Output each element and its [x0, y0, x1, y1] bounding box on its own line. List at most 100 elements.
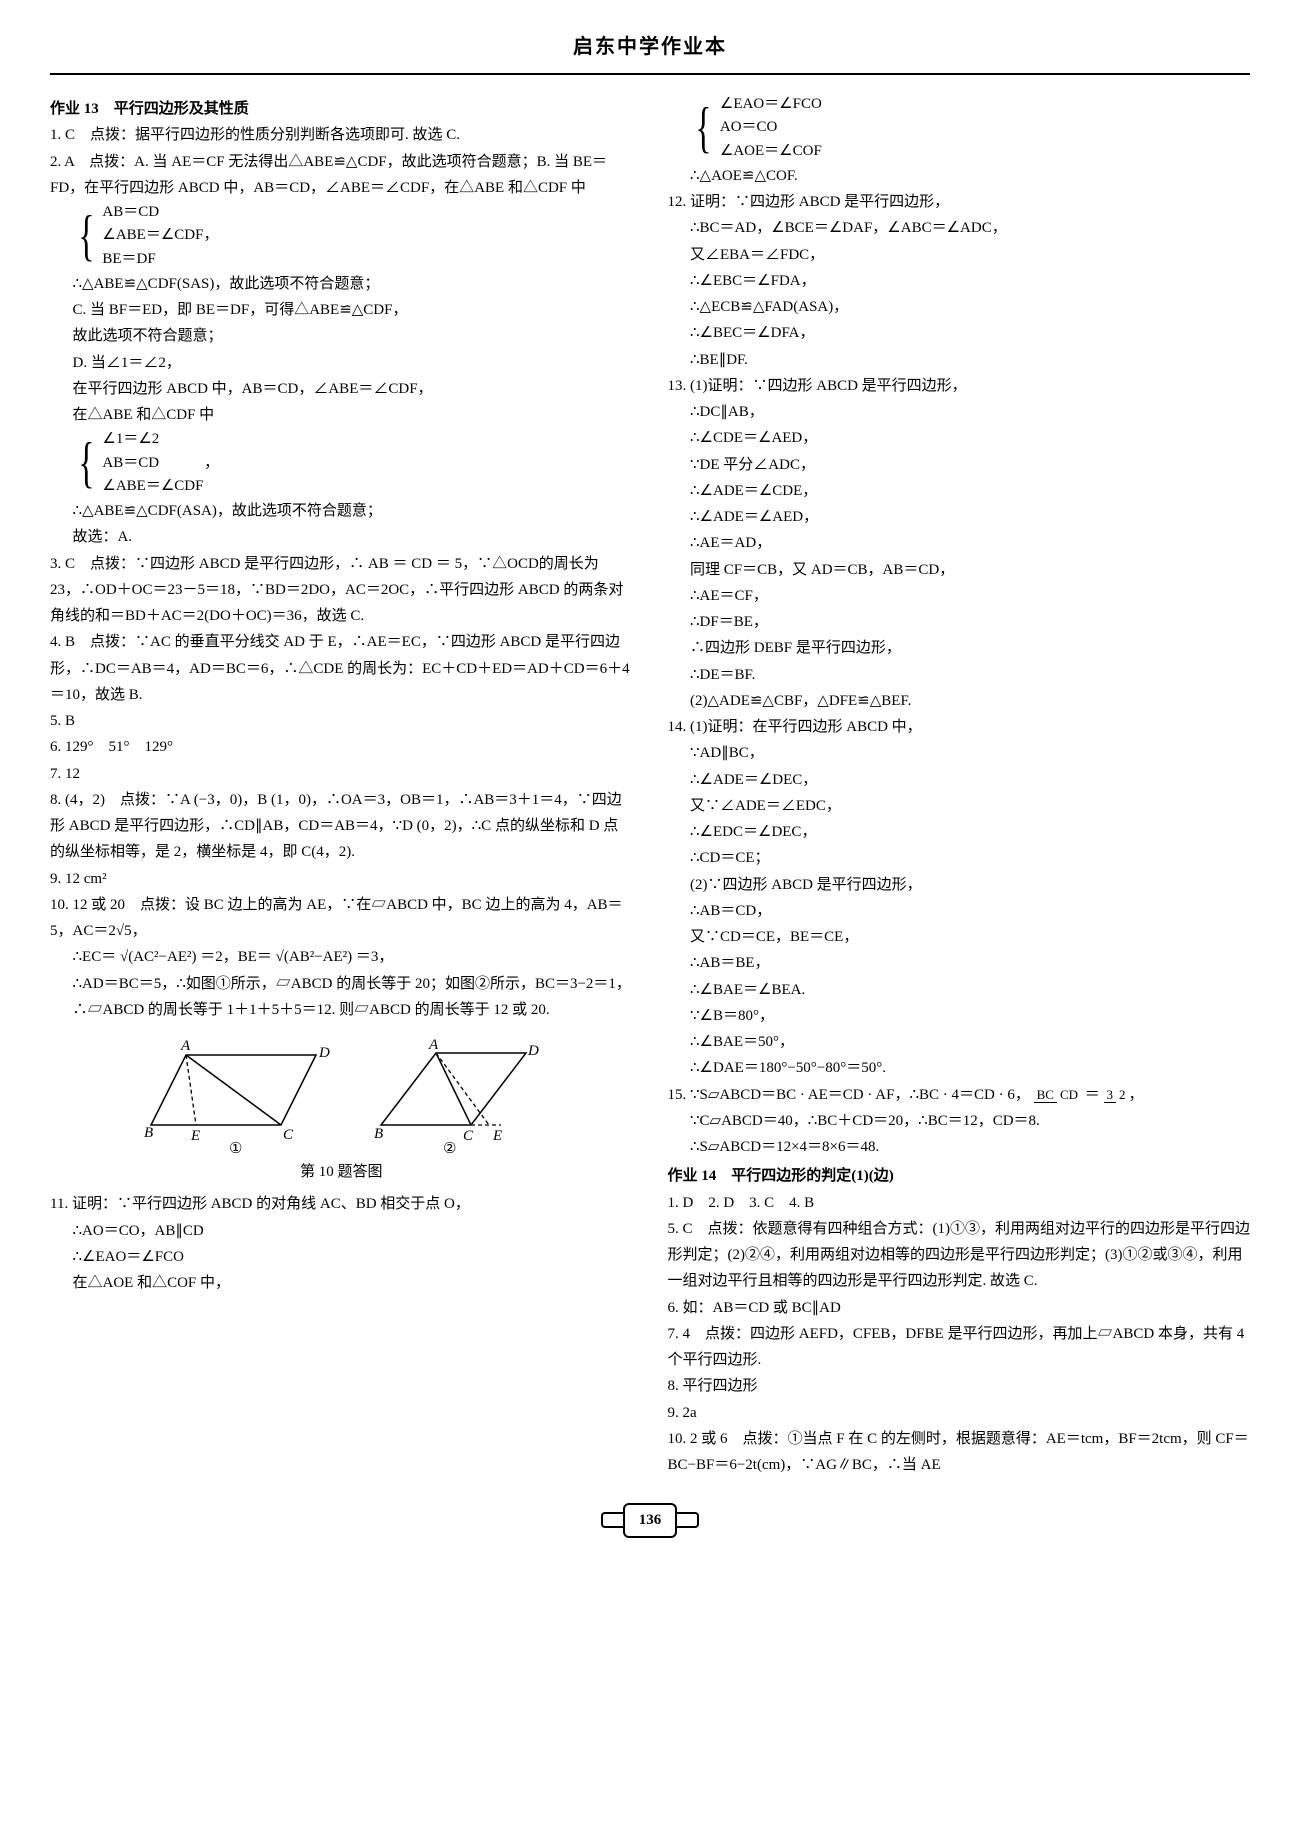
svg-text:②: ②: [443, 1141, 456, 1155]
q4: 4. B 点拨：∵AC 的垂直平分线交 AD 于 E，∴AE＝EC，∵四边形 A…: [50, 629, 633, 708]
svg-text:A: A: [180, 1038, 191, 1054]
brace1-line2: ∠ABE＝∠CDF，: [102, 224, 218, 247]
q7: 7. 12: [50, 761, 633, 787]
parallelogram-diagram-1: A D B C E ①: [141, 1035, 331, 1155]
q14-3: 又∵∠ADE＝∠EDC，: [668, 793, 1251, 819]
r9: 9. 2a: [668, 1400, 1251, 1426]
brace1-line1: AB＝CD: [102, 201, 218, 224]
r7: 7. 4 点拨：四边形 AEFD，CFEB，DFBE 是平行四边形，再加上▱AB…: [668, 1321, 1251, 1374]
brace-left-icon: {: [78, 201, 94, 271]
q13-2: ∴∠CDE＝∠AED，: [668, 425, 1251, 451]
figure-2: A D B C E ②: [371, 1035, 541, 1155]
q1: 1. C 点拨：据平行四边形的性质分别判断各选项即可. 故选 C.: [50, 122, 633, 148]
q2-l3: 故此选项不符合题意；: [50, 323, 633, 349]
q12-4: ∴△ECB≌△FAD(ASA)，: [668, 294, 1251, 320]
r6: 6. 如：AB＝CD 或 BC∥AD: [668, 1295, 1251, 1321]
q12-5: ∴∠BEC＝∠DFA，: [668, 320, 1251, 346]
q8: 8. (4，2) 点拨：∵A (−3，0)，B (1，0)，∴OA＝3，OB＝1…: [50, 787, 633, 866]
q12-0: 12. 证明：∵四边形 ABCD 是平行四边形，: [668, 189, 1251, 215]
brace-1: { AB＝CD ∠ABE＝∠CDF， BE＝DF: [73, 201, 633, 271]
section-title-14: 作业 14 平行四边形的判定(1)(边): [668, 1163, 1251, 1189]
q14-6: (2)∵四边形 ABCD 是平行四边形，: [668, 872, 1251, 898]
parallelogram-diagram-2: A D B C E ②: [371, 1035, 541, 1155]
q14-10: ∴∠BAE＝∠BEA.: [668, 977, 1251, 1003]
q14-5: ∴CD＝CE；: [668, 845, 1251, 871]
q14-11: ∵∠B＝80°，: [668, 1003, 1251, 1029]
r8: 8. 平行四边形: [668, 1373, 1251, 1399]
q14-1: ∵AD∥BC，: [668, 740, 1251, 766]
q15b: ∵C▱ABCD＝40，∴BC＋CD＝20，∴BC＝12，CD＝8.: [668, 1108, 1251, 1134]
brace3-line3: ∠AOE＝∠COF: [720, 140, 822, 163]
q13-1: ∴DC∥AB，: [668, 399, 1251, 425]
r5: 5. C 点拨：依题意得有四种组合方式：(1)①③，利用两组对边平行的四边形是平…: [668, 1216, 1251, 1295]
svg-text:D: D: [527, 1043, 539, 1059]
q13-9: ∴DF＝BE，: [668, 609, 1251, 635]
q9: 9. 12 cm²: [50, 866, 633, 892]
q14-7: ∴AB＝CD，: [668, 898, 1251, 924]
q14-13: ∴∠DAE＝180°−50°−80°＝50°.: [668, 1055, 1251, 1081]
figure-group: A D B C E ① A D B C E: [50, 1035, 633, 1155]
svg-text:D: D: [318, 1045, 330, 1061]
svg-text:A: A: [428, 1037, 439, 1053]
section-title-13: 作业 13 平行四边形及其性质: [50, 96, 633, 122]
page-number: 136: [623, 1503, 678, 1537]
svg-text:C: C: [463, 1128, 474, 1144]
q14-8: 又∵CD＝CE，BE＝CE，: [668, 924, 1251, 950]
q14-4: ∴∠EDC＝∠DEC，: [668, 819, 1251, 845]
brace1-line3: BE＝DF: [102, 248, 218, 271]
q13-11: ∴DE＝BF.: [668, 662, 1251, 688]
q11c: ∴∠EAO＝∠FCO: [50, 1244, 633, 1270]
svg-text:C: C: [283, 1127, 294, 1143]
q10b: ∴EC＝ √(AC²−AE²) ＝2，BE＝ √(AB²−AE²) ＝3，: [50, 944, 633, 970]
svg-text:E: E: [492, 1128, 502, 1144]
brace2-line1: ∠1＝∠2: [102, 428, 219, 451]
brace-left-icon: {: [695, 93, 711, 163]
q2-l8: 故选：A.: [50, 524, 633, 550]
q11-end: ∴△AOE≌△COF.: [668, 163, 1251, 189]
r10: 10. 2 或 6 点拨：①当点 F 在 C 的左侧时，根据题意得：AE＝tcm…: [668, 1426, 1251, 1479]
q12-6: ∴BE∥DF.: [668, 347, 1251, 373]
q13-5: ∴∠ADE＝∠AED，: [668, 504, 1251, 530]
q10c: ∴AD＝BC＝5，∴如图①所示，▱ABCD 的周长等于 20；如图②所示，BC＝…: [50, 971, 633, 1024]
q14-2: ∴∠ADE＝∠DEC，: [668, 767, 1251, 793]
brace3-line2: AO＝CO: [720, 116, 822, 139]
q2-l5: 在平行四边形 ABCD 中，AB＝CD，∠ABE＝∠CDF，: [50, 376, 633, 402]
q15a: 15. ∵S▱ABCD＝BC · AE＝CD · AF，∴BC · 4＝CD ·…: [668, 1082, 1251, 1108]
q2-intro: 2. A 点拨：A. 当 AE＝CF 无法得出△ABE≌△CDF，故此选项符合题…: [50, 149, 633, 202]
q6: 6. 129° 51° 129°: [50, 734, 633, 760]
q5: 5. B: [50, 708, 633, 734]
svg-text:B: B: [374, 1126, 383, 1142]
right-column: { ∠EAO＝∠FCO AO＝CO ∠AOE＝∠COF ∴△AOE≌△COF. …: [668, 93, 1251, 1478]
q2-l1: ∴△ABE≌△CDF(SAS)，故此选项不符合题意；: [50, 271, 633, 297]
svg-text:①: ①: [229, 1141, 242, 1155]
q13-8: ∴AE＝CF，: [668, 583, 1251, 609]
q13-10: ∴四边形 DEBF 是平行四边形，: [668, 635, 1251, 661]
brace-2: { ∠1＝∠2 AB＝CD ， ∠ABE＝∠CDF: [73, 428, 633, 498]
q15c: ∴S▱ABCD＝12×4＝8×6＝48.: [668, 1134, 1251, 1160]
svg-text:E: E: [190, 1128, 200, 1144]
brace2-line2: AB＝CD ，: [102, 452, 219, 475]
q13-6: ∴AE＝AD，: [668, 530, 1251, 556]
q2-l4: D. 当∠1＝∠2，: [50, 350, 633, 376]
figure-1: A D B C E ①: [141, 1035, 331, 1155]
q14-12: ∴∠BAE＝50°，: [668, 1029, 1251, 1055]
q12-3: ∴∠EBC＝∠FDA，: [668, 268, 1251, 294]
q10a: 10. 12 或 20 点拨：设 BC 边上的高为 AE，∵在▱ABCD 中，B…: [50, 892, 633, 945]
r1: 1. D 2. D 3. C 4. B: [668, 1190, 1251, 1216]
q13-12: (2)△ADE≌△CBF，△DFE≌△BEF.: [668, 688, 1251, 714]
q13-0: 13. (1)证明：∵四边形 ABCD 是平行四边形，: [668, 373, 1251, 399]
q11a: 11. 证明：∵平行四边形 ABCD 的对角线 AC、BD 相交于点 O，: [50, 1191, 633, 1217]
doc-header: 启东中学作业本: [50, 30, 1250, 75]
svg-text:B: B: [144, 1125, 153, 1141]
q2-l7: ∴△ABE≌△CDF(ASA)，故此选项不符合题意；: [50, 498, 633, 524]
page-number-footer: 136: [50, 1503, 1250, 1537]
left-column: 作业 13 平行四边形及其性质 1. C 点拨：据平行四边形的性质分别判断各选项…: [50, 93, 633, 1478]
brace-3: { ∠EAO＝∠FCO AO＝CO ∠AOE＝∠COF: [690, 93, 1250, 163]
figure-caption: 第 10 题答图: [50, 1159, 633, 1185]
brace3-line1: ∠EAO＝∠FCO: [720, 93, 822, 116]
q2-l2: C. 当 BF＝ED，即 BE＝DF，可得△ABE≌△CDF，: [50, 297, 633, 323]
brace2-line3: ∠ABE＝∠CDF: [102, 475, 219, 498]
q14-0: 14. (1)证明：在平行四边形 ABCD 中，: [668, 714, 1251, 740]
q2-l6: 在△ABE 和△CDF 中: [50, 402, 633, 428]
q13-7: 同理 CF＝CB，又 AD＝CB，AB＝CD，: [668, 557, 1251, 583]
